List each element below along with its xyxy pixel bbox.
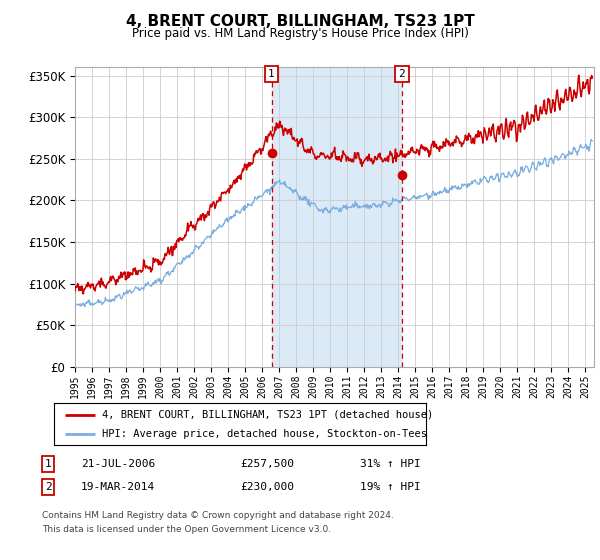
Text: 1: 1 <box>44 459 52 469</box>
Text: 31% ↑ HPI: 31% ↑ HPI <box>360 459 421 469</box>
Text: £230,000: £230,000 <box>240 482 294 492</box>
Text: 2: 2 <box>398 69 405 79</box>
Text: 4, BRENT COURT, BILLINGHAM, TS23 1PT: 4, BRENT COURT, BILLINGHAM, TS23 1PT <box>125 14 475 29</box>
Text: This data is licensed under the Open Government Licence v3.0.: This data is licensed under the Open Gov… <box>42 525 331 534</box>
Text: HPI: Average price, detached house, Stockton-on-Tees: HPI: Average price, detached house, Stoc… <box>103 429 427 439</box>
Text: 19% ↑ HPI: 19% ↑ HPI <box>360 482 421 492</box>
Text: Contains HM Land Registry data © Crown copyright and database right 2024.: Contains HM Land Registry data © Crown c… <box>42 511 394 520</box>
Text: 19-MAR-2014: 19-MAR-2014 <box>81 482 155 492</box>
Text: 2: 2 <box>44 482 52 492</box>
Text: 21-JUL-2006: 21-JUL-2006 <box>81 459 155 469</box>
Text: 4, BRENT COURT, BILLINGHAM, TS23 1PT (detached house): 4, BRENT COURT, BILLINGHAM, TS23 1PT (de… <box>103 409 434 419</box>
Text: Price paid vs. HM Land Registry's House Price Index (HPI): Price paid vs. HM Land Registry's House … <box>131 27 469 40</box>
Text: 1: 1 <box>268 69 275 79</box>
Text: £257,500: £257,500 <box>240 459 294 469</box>
